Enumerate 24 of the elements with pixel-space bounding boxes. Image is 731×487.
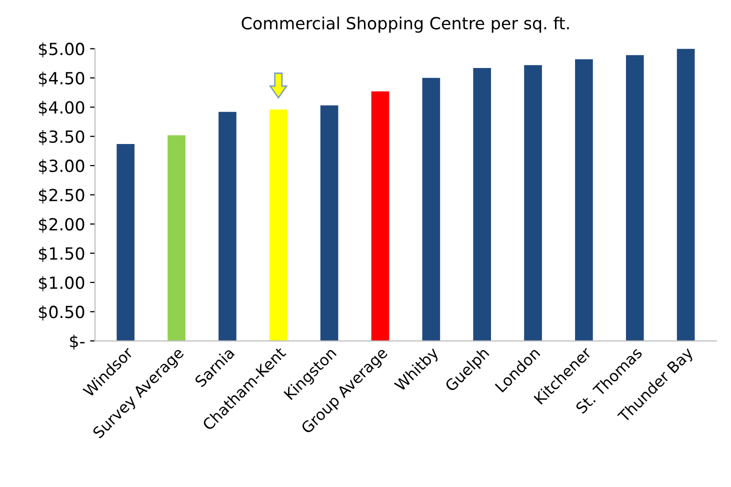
bar	[168, 135, 186, 341]
y-tick-label: $1.50	[38, 246, 84, 262]
bar	[269, 109, 288, 341]
y-tick-label: $4.50	[38, 72, 84, 87]
y-tick-label: $0.50	[38, 305, 84, 320]
chart-title: Commercial Shopping Centre per sq. ft.	[242, 16, 569, 33]
bar	[473, 68, 492, 341]
bar	[218, 112, 236, 341]
bar	[371, 91, 390, 341]
y-tick-label: $-	[70, 334, 84, 350]
y-tick-label: $1.00	[38, 276, 84, 292]
bar	[575, 59, 593, 341]
y-tick-label: $4.00	[38, 100, 84, 116]
bar	[524, 65, 542, 341]
y-tick-label: $3.50	[38, 130, 84, 146]
y-tick-label: $2.50	[38, 188, 84, 204]
bar	[320, 105, 338, 341]
y-tick-label: $5.00	[38, 42, 84, 58]
bar	[116, 144, 134, 341]
y-tick-label: $2.00	[38, 218, 84, 233]
y-tick-label: $3.00	[38, 159, 84, 174]
bar	[676, 48, 695, 341]
bar	[626, 55, 644, 341]
bar	[422, 78, 440, 341]
